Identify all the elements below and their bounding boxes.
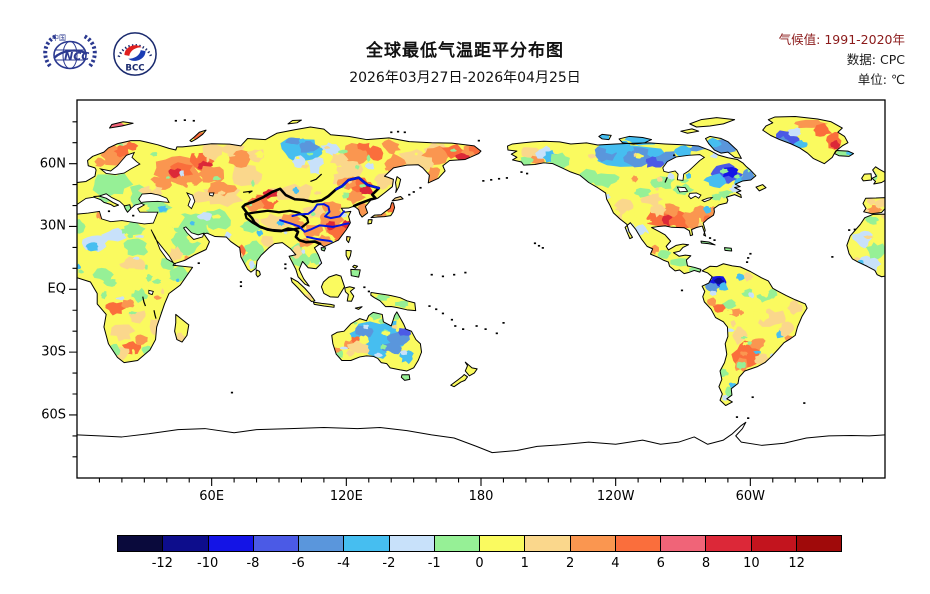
colorbar-tick-label: 12 [788,556,805,571]
map-metadata: 气候值: 1991-2020年 数据: CPC 单位: ℃ [779,30,905,90]
colorbar-cell [524,535,571,552]
meta-unit: 单位: ℃ [779,70,905,90]
y-axis-tick-label: EQ [47,281,66,297]
header-logos: 中国 NCC BCC [40,30,158,78]
colorbar-cell [162,535,209,552]
meta-label: 气候值: [778,32,821,47]
y-axis-tick-label: 30N [39,218,66,234]
bcc-logo: BCC [113,32,157,76]
colorbar-cell [117,535,164,552]
colorbar-tick-label: 8 [701,556,711,571]
x-axis-tick-label: 60W [735,489,766,504]
colorbar-cell [750,535,797,552]
ncc-logo: 中国 NCC [43,33,97,70]
colorbar-cell [569,535,616,552]
colorbar-cell [433,535,480,552]
colorbar-tick-label: 2 [565,556,575,571]
colorbar-tick-label: -10 [197,556,219,571]
meta-value: 1991-2020年 [824,32,905,47]
colorbar-tick-label: -12 [151,556,173,571]
x-axis-tick-label: 180 [468,489,494,504]
x-axis-tick-label: 120W [596,489,635,504]
x-axis-tick-label: 120E [329,489,363,504]
y-axis-tick-label: 60S [41,407,66,423]
colorbar-cell [705,535,752,552]
meta-value: ℃ [890,72,905,87]
meta-label: 数据: [846,52,877,67]
colorbar-cell [795,535,842,552]
ncc-logo-cn-text: 中国 [52,33,66,42]
colorbar-tick-label: -4 [337,556,351,571]
bcc-logo-text: BCC [125,63,144,73]
colorbar-tick-label: -2 [382,556,396,571]
colorbar-cell [343,535,390,552]
x-axis-tick-label: 60E [199,489,225,504]
colorbar-tick-label: 6 [656,556,665,571]
y-axis-tick-label: 30S [41,344,66,360]
colorbar-cell [207,535,254,552]
y-axis-tick-label: 60N [39,156,66,172]
colorbar-cell [388,535,435,552]
colorbar-tick-label: 1 [520,556,529,571]
meta-value: CPC [880,52,905,67]
colorbar-cell [298,535,345,552]
meta-label: 单位: [857,72,887,87]
colorbar-cell [660,535,707,552]
colorbar-cell [252,535,299,552]
colorbar-cell [479,535,526,552]
colorbar-tick-label: -6 [291,556,305,571]
colorbar-tick-label: 10 [743,556,760,571]
meta-data-source: 数据: CPC [779,50,905,70]
ncc-logo-text: NCC [64,50,89,63]
temperature-colorbar [117,535,842,552]
colorbar-tick-label: -8 [246,556,260,571]
colorbar-tick-label: -1 [427,556,441,571]
colorbar-tick-label: 4 [611,556,620,571]
colorbar-tick-label: 0 [475,556,484,571]
meta-climatology: 气候值: 1991-2020年 [779,30,905,50]
colorbar-cell [614,535,661,552]
